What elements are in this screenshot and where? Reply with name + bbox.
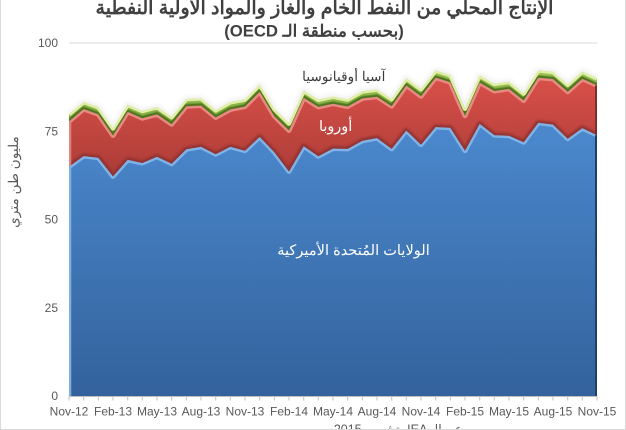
svg-text:Feb-15: Feb-15 bbox=[446, 405, 484, 419]
svg-text:Feb-14: Feb-14 bbox=[270, 405, 308, 419]
svg-text:0: 0 bbox=[51, 389, 58, 403]
svg-text:Nov-12: Nov-12 bbox=[50, 405, 89, 419]
svg-text:Aug-15: Aug-15 bbox=[534, 405, 573, 419]
svg-text:أوروبا: أوروبا bbox=[319, 116, 352, 135]
svg-text:75: 75 bbox=[45, 124, 59, 138]
svg-text:100: 100 bbox=[38, 36, 58, 50]
svg-text:الإنتاج المحلي من النفط الخام: الإنتاج المحلي من النفط الخام والغاز وال… bbox=[96, 0, 554, 20]
svg-text:May-13: May-13 bbox=[137, 405, 177, 419]
svg-text:25: 25 bbox=[45, 301, 59, 315]
svg-text:Feb-13: Feb-13 bbox=[94, 405, 132, 419]
svg-text:Nov-14: Nov-14 bbox=[402, 405, 441, 419]
svg-text:عن الـ IEA، تشرين 2015: عن الـ IEA، تشرين 2015 bbox=[334, 423, 462, 430]
svg-text:مليون طن متري: مليون طن متري bbox=[6, 136, 22, 228]
svg-text:Aug-14: Aug-14 bbox=[358, 405, 397, 419]
svg-text:(بحسب منطقة الـ OECD): (بحسب منطقة الـ OECD) bbox=[224, 22, 404, 41]
svg-text:May-14: May-14 bbox=[313, 405, 353, 419]
svg-text:Nov-15: Nov-15 bbox=[578, 405, 617, 419]
svg-text:الولايات المُتحدة الأميركية: الولايات المُتحدة الأميركية bbox=[277, 241, 430, 259]
svg-text:Aug-13: Aug-13 bbox=[182, 405, 221, 419]
svg-text:May-15: May-15 bbox=[489, 405, 529, 419]
svg-text:Nov-13: Nov-13 bbox=[226, 405, 265, 419]
svg-text:50: 50 bbox=[45, 213, 59, 227]
svg-text:آسيا أوقيانوسيا: آسيا أوقيانوسيا bbox=[302, 66, 386, 85]
